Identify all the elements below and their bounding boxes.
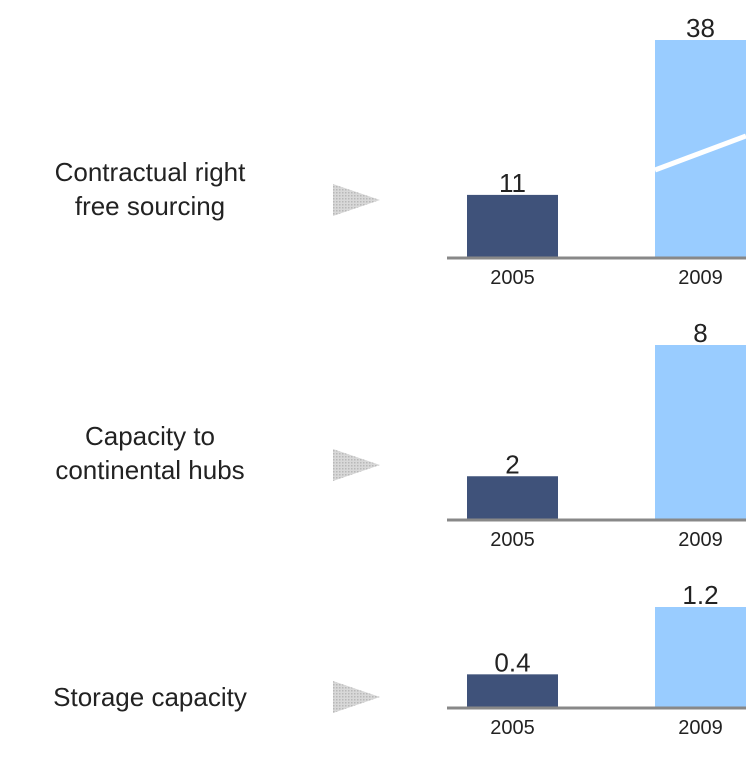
bar [655,345,746,520]
arrow [333,449,380,481]
row-label: free sourcing [75,191,225,221]
row-label: Capacity to [85,421,215,451]
row-label: Storage capacity [53,682,247,712]
row-label: Contractual right [55,157,247,187]
bar [655,40,746,258]
row-label: continental hubs [55,455,244,485]
bar [467,194,558,258]
arrow [333,681,380,713]
bar [467,674,558,708]
value-label: 11 [499,168,526,198]
value-label: 38 [686,13,715,43]
x-tick-label: 2009 [678,529,723,551]
value-label: 8 [693,318,707,348]
bar [467,476,558,520]
x-tick-label: 2005 [490,717,535,739]
bar [655,607,746,708]
value-label: 1.2 [682,580,718,610]
axis-break [654,133,746,173]
arrow [333,184,380,216]
x-tick-label: 2005 [490,267,535,289]
value-label: 0.4 [494,647,530,677]
value-label: 2 [505,449,519,479]
x-tick-label: 2009 [678,267,723,289]
x-tick-label: 2009 [678,717,723,739]
x-tick-label: 2005 [490,529,535,551]
